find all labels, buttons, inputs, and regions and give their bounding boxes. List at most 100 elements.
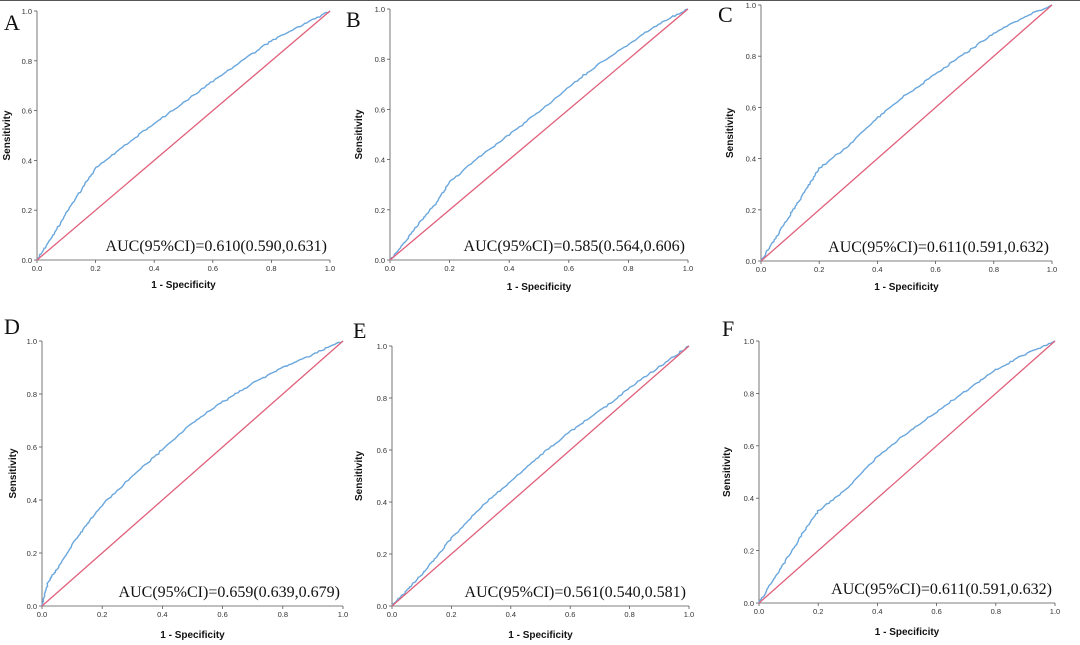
reference-line <box>36 10 331 261</box>
panel-letter-f: F <box>722 316 734 341</box>
x-tick-label: 0.2 <box>97 610 107 619</box>
y-tick-label: 0.0 <box>744 599 754 608</box>
reference-line <box>389 8 689 261</box>
panel-f: F 0.0 0.2 0.4 0.6 0.8 1.0 0.0 0.2 0.4 0.6 0.8 1.0 1 -… <box>722 316 1060 638</box>
x-tick-label: 0.6 <box>930 265 940 274</box>
x-tick-label: 0.8 <box>624 610 634 619</box>
y-tick-label: 0.2 <box>746 206 756 215</box>
y-tick-label: 0.8 <box>22 57 32 66</box>
roc-curve <box>389 8 689 261</box>
x-tick-label: 0.6 <box>564 264 574 273</box>
x-tick-label: 0.8 <box>278 610 288 619</box>
panel-letter-e: E <box>353 318 366 343</box>
y-tick-label: 0.2 <box>22 206 32 215</box>
roc-curve <box>760 4 1053 262</box>
x-tick-label: 0.4 <box>872 265 882 274</box>
x-axis-label: 1 - Specificity <box>507 282 572 293</box>
x-tick-label: 0.0 <box>37 610 47 619</box>
roc-curve <box>41 340 344 607</box>
x-tick-label: 0.0 <box>754 607 764 616</box>
reference-line <box>41 340 344 607</box>
x-axis-label: 1 - Specificity <box>508 630 573 641</box>
reference-line <box>391 345 690 607</box>
x-tick-label: 1.0 <box>338 610 348 619</box>
x-tick-label: 0.2 <box>446 610 456 619</box>
y-tick-label: 0.4 <box>27 496 37 505</box>
panel-letter-d: D <box>4 314 20 339</box>
x-tick-label: 0.2 <box>90 264 100 273</box>
x-tick-label: 0.6 <box>217 610 227 619</box>
x-tick-label: 0.2 <box>444 264 454 273</box>
x-tick-label: 0.4 <box>504 264 514 273</box>
y-tick-label: 0.6 <box>744 442 754 451</box>
y-tick-label: 0.8 <box>744 389 754 398</box>
y-tick-label: 0.2 <box>27 549 37 558</box>
y-tick-label: 0.6 <box>27 443 37 452</box>
x-tick-label: 1.0 <box>1047 265 1057 274</box>
y-axis-label: Sensitivity <box>722 447 733 497</box>
y-tick-label: 0.0 <box>27 602 37 611</box>
y-tick-label: 1.0 <box>375 5 385 14</box>
x-tick-label: 0.6 <box>208 264 218 273</box>
y-tick-label: 0.2 <box>375 206 385 215</box>
y-tick-label: 0.4 <box>377 498 387 507</box>
auc-annotation: AUC(95%CI)=0.610(0.590,0.631) <box>106 238 327 255</box>
x-tick-label: 0.4 <box>157 610 167 619</box>
x-tick-label: 0.4 <box>149 264 159 273</box>
panel-d: D 0.0 0.2 0.4 0.6 0.8 1.0 0.0 0.2 0.4 0.6 0.8 1.0 1 -… <box>4 314 348 641</box>
y-axis-label: Sensitivity <box>354 451 365 501</box>
roc-curve <box>391 345 690 607</box>
roc-curve <box>36 10 331 261</box>
panel-e: E 0.0 0.2 0.4 0.6 0.8 1.0 0.0 0.2 0.4 0.6 0.8 1.0 1 -… <box>353 318 694 641</box>
y-axis-label: Sensitivity <box>354 109 365 159</box>
x-tick-label: 1.0 <box>1050 607 1060 616</box>
x-tick-label: 1.0 <box>684 610 694 619</box>
y-axis-label: Sensitivity <box>2 110 13 160</box>
y-tick-label: 0.0 <box>746 257 756 266</box>
panel-letter-a: A <box>4 10 20 35</box>
y-tick-label: 0.4 <box>744 494 754 503</box>
x-tick-label: 0.0 <box>385 264 395 273</box>
panel-b: B 0.0 0.2 0.4 0.6 0.8 1.0 0.0 0.2 0.4 0.6 0.8 1.0 1 -… <box>346 5 693 293</box>
panel-c: C 0.0 0.2 0.4 0.6 0.8 1.0 0.0 0.2 0.4 0.6 0.8 1.0 1 -… <box>718 1 1057 293</box>
x-tick-label: 1.0 <box>683 264 693 273</box>
y-tick-label: 1.0 <box>744 337 754 346</box>
y-tick-label: 0.6 <box>746 103 756 112</box>
auc-annotation: AUC(95%CI)=0.585(0.564,0.606) <box>464 238 685 255</box>
x-tick-label: 0.6 <box>565 610 575 619</box>
panel-letter-c: C <box>718 2 733 27</box>
y-tick-label: 0.0 <box>377 602 387 611</box>
x-tick-label: 0.8 <box>991 607 1001 616</box>
y-axis-label: Sensitivity <box>725 108 736 158</box>
x-tick-label: 0.0 <box>32 264 42 273</box>
y-tick-label: 1.0 <box>377 342 387 351</box>
y-tick-label: 0.8 <box>746 52 756 61</box>
y-tick-label: 0.2 <box>377 550 387 559</box>
auc-annotation: AUC(95%CI)=0.611(0.591,0.632) <box>828 239 1049 256</box>
x-axis-label: 1 - Specificity <box>160 630 225 641</box>
x-tick-label: 0.2 <box>813 607 823 616</box>
x-tick-label: 0.0 <box>756 265 766 274</box>
reference-line <box>758 340 1056 604</box>
y-tick-label: 1.0 <box>746 1 756 10</box>
reference-line <box>760 4 1053 262</box>
auc-annotation: AUC(95%CI)=0.659(0.639,0.679) <box>119 584 340 601</box>
x-tick-label: 0.4 <box>872 607 882 616</box>
x-tick-label: 0.8 <box>623 264 633 273</box>
panel-a: A 0.0 0.2 0.4 0.6 0.8 1.0 0.0 0.2 0.4 0.6 0.8 1.0 1 -… <box>2 7 335 291</box>
x-axis-label: 1 - Specificity <box>875 627 940 638</box>
x-tick-label: 0.4 <box>506 610 516 619</box>
x-tick-label: 0.8 <box>266 264 276 273</box>
y-tick-label: 0.0 <box>375 256 385 265</box>
auc-annotation: AUC(95%CI)=0.561(0.540,0.581) <box>465 584 686 601</box>
x-tick-label: 1.0 <box>325 264 335 273</box>
y-tick-label: 0.4 <box>22 156 32 165</box>
x-tick-label: 0.8 <box>989 265 999 274</box>
y-tick-label: 0.6 <box>22 107 32 116</box>
y-tick-label: 0.6 <box>375 105 385 114</box>
top-border-line <box>0 0 1080 1</box>
y-tick-label: 0.2 <box>744 547 754 556</box>
y-tick-label: 0.8 <box>377 394 387 403</box>
x-tick-label: 0.6 <box>931 607 941 616</box>
